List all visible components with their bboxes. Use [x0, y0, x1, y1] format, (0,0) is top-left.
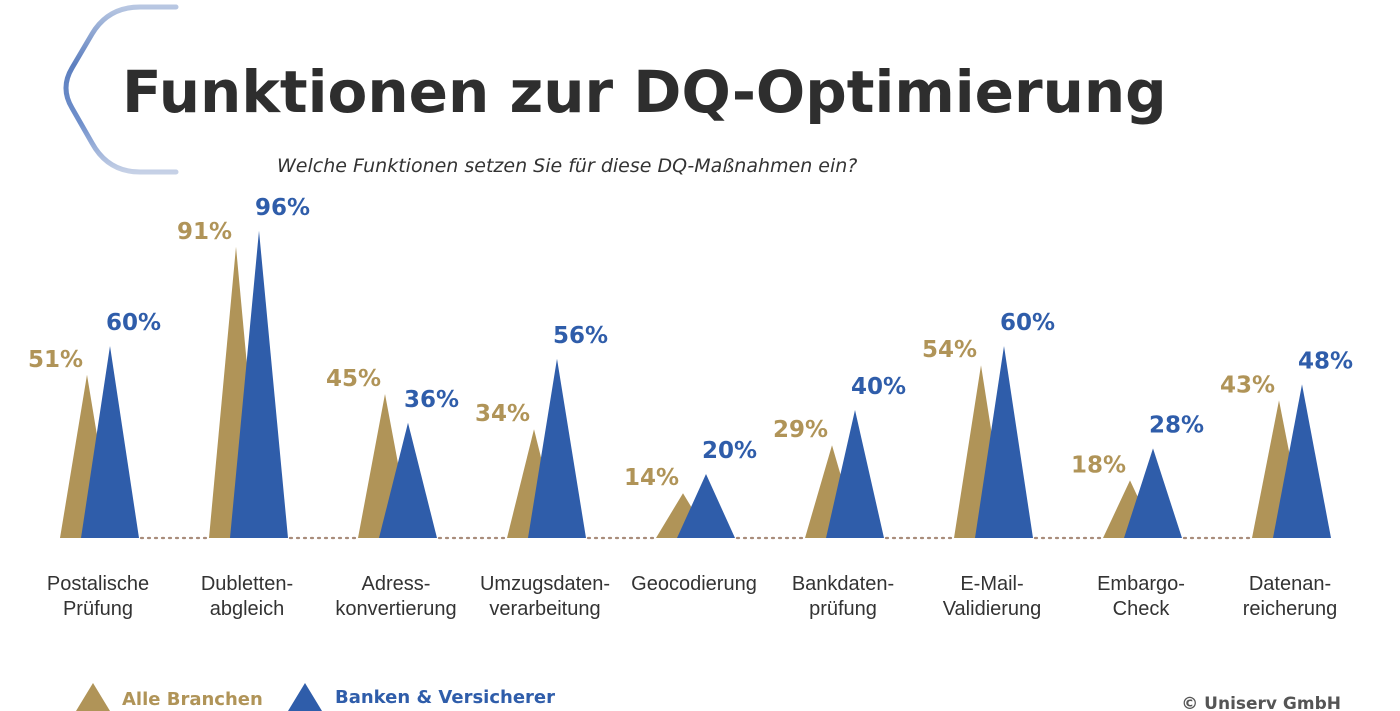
legend: Alle Branchen Banken & Versicherer [76, 683, 555, 711]
plot-area: 51% 60% Postalische Prüfung 91% 96% Dubletten-… [28, 195, 1353, 620]
data-label-banken-versicherer: 36% [404, 387, 459, 413]
legend-label-banken-versicherer: Banken & Versicherer [335, 687, 555, 708]
legend-swatch-alle-branchen [76, 683, 110, 711]
data-label-banken-versicherer: 56% [553, 323, 608, 349]
legend-label-alle-branchen: Alle Branchen [122, 689, 263, 710]
category-label: Embargo- [1097, 573, 1185, 595]
category-label: Dubletten- [201, 573, 293, 595]
category-label: abgleich [210, 598, 285, 620]
category-label: Umzugsdaten- [480, 573, 610, 595]
source-credit: © Uniserv GmbH [1181, 694, 1341, 711]
data-label-alle-branchen: 45% [326, 366, 381, 392]
category-label: prüfung [809, 598, 877, 620]
category-label: Bankdaten- [792, 573, 894, 595]
category-label: E-Mail- [960, 573, 1023, 595]
data-label-alle-branchen: 51% [28, 347, 83, 373]
data-label-alle-branchen: 54% [922, 337, 977, 363]
category-label: Prüfung [63, 598, 133, 620]
category-label: Check [1113, 598, 1171, 620]
category-label: Adress- [362, 573, 431, 595]
bar-banken-versicherer [230, 230, 288, 539]
bar-banken-versicherer [1273, 384, 1331, 538]
data-label-banken-versicherer: 40% [851, 374, 906, 400]
bar-banken-versicherer [677, 474, 735, 538]
category-label: Postalische [47, 573, 149, 595]
category-label: Geocodierung [631, 573, 757, 595]
data-label-banken-versicherer: 20% [702, 438, 757, 464]
bar-banken-versicherer [826, 410, 884, 538]
data-label-alle-branchen: 34% [475, 401, 530, 427]
data-label-alle-branchen: 14% [624, 465, 679, 491]
data-label-banken-versicherer: 48% [1298, 348, 1353, 374]
data-label-banken-versicherer: 60% [106, 310, 161, 336]
bar-banken-versicherer [975, 346, 1033, 538]
bar-banken-versicherer [1124, 448, 1182, 538]
category-label: reicherung [1243, 598, 1338, 620]
category-label: Datenan- [1249, 573, 1331, 595]
bar-banken-versicherer [528, 358, 586, 538]
category-label: Validierung [943, 598, 1042, 620]
decorative-arc [63, 4, 179, 175]
category-label: verarbeitung [489, 598, 600, 620]
chart-title: Funktionen zur DQ-Optimierung [122, 58, 1167, 126]
data-label-alle-branchen: 29% [773, 417, 828, 443]
data-label-alle-branchen: 91% [177, 219, 232, 245]
data-label-banken-versicherer: 28% [1149, 412, 1204, 438]
data-label-alle-branchen: 43% [1220, 372, 1275, 398]
bar-banken-versicherer [81, 346, 139, 538]
category-label: konvertierung [335, 598, 456, 620]
data-label-banken-versicherer: 96% [255, 195, 310, 221]
data-label-alle-branchen: 18% [1071, 452, 1126, 478]
bar-banken-versicherer [379, 422, 437, 538]
data-label-banken-versicherer: 60% [1000, 310, 1055, 336]
chart-subtitle: Welche Funktionen setzen Sie für diese D… [277, 155, 857, 177]
legend-swatch-banken-versicherer [288, 683, 322, 711]
